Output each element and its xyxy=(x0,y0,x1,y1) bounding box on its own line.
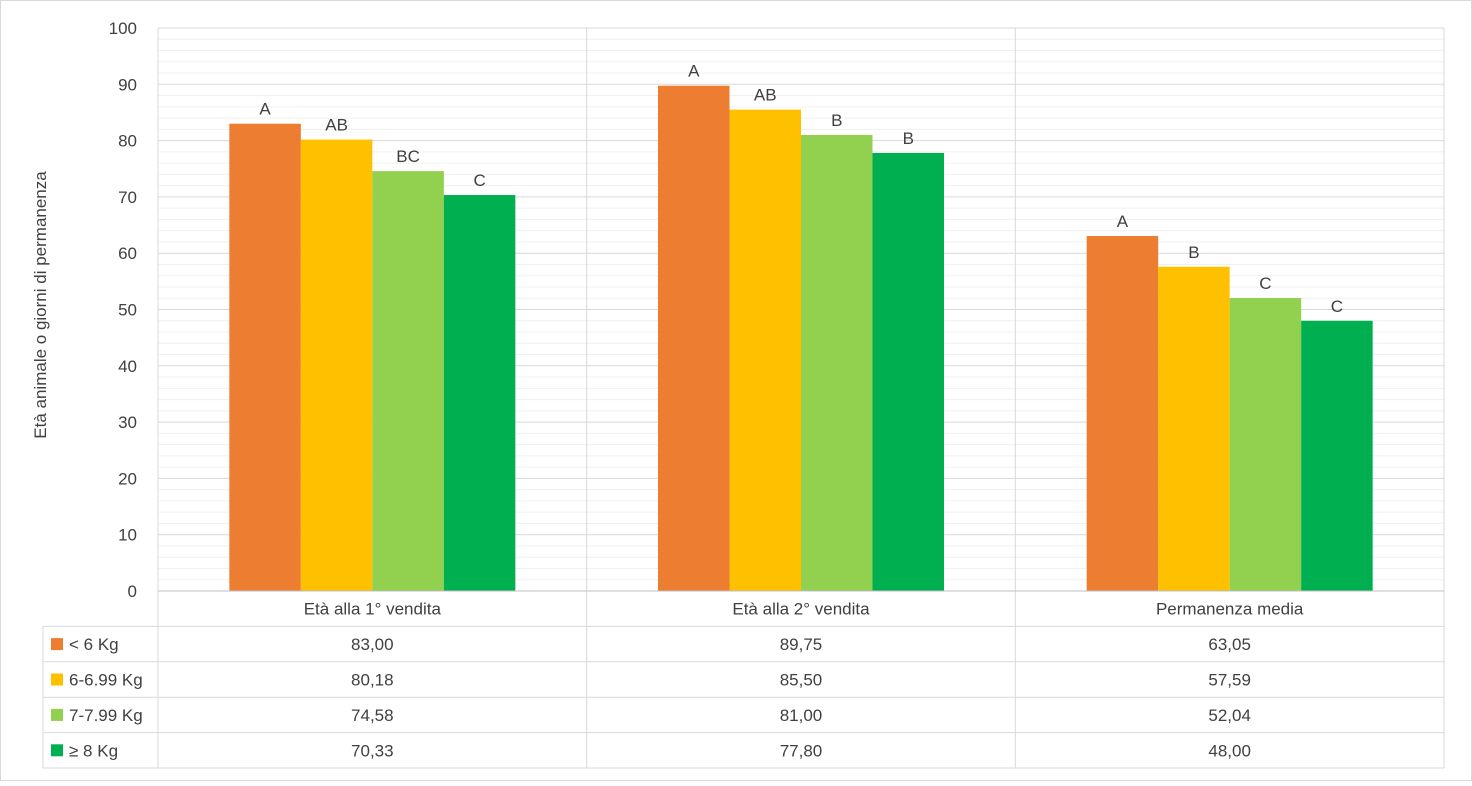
data-table: Età alla 1° vendita Età alla 2° vendita Pe… xyxy=(42,590,1444,769)
bar xyxy=(658,85,730,592)
legend-label: < 6 Kg xyxy=(69,635,119,654)
bar xyxy=(1301,320,1373,591)
y-tick-label: 70 xyxy=(118,188,137,207)
bar xyxy=(1086,236,1159,591)
significance-letter: C xyxy=(1331,297,1343,316)
significance-letter: B xyxy=(903,129,914,148)
y-axis: 0 10 20 30 40 50 60 70 80 90 100 xyxy=(109,19,137,601)
bar xyxy=(229,123,301,592)
data-table-value: 83,00 xyxy=(351,635,394,654)
significance-letter: C xyxy=(473,171,485,190)
legend-label: 7-7.99 Kg xyxy=(69,706,143,725)
bars xyxy=(229,85,1373,592)
data-table-value: 85,50 xyxy=(780,671,823,690)
y-tick-label: 30 xyxy=(118,413,137,432)
bar xyxy=(872,152,944,591)
data-table-value: 80,18 xyxy=(351,671,394,690)
data-table-value: 48,00 xyxy=(1208,741,1251,760)
bar xyxy=(443,195,516,591)
legend-label: ≥ 8 Kg xyxy=(69,741,118,760)
data-table-value: 77,80 xyxy=(780,741,823,760)
bar xyxy=(801,134,873,591)
data-table-value: 52,04 xyxy=(1208,706,1251,725)
legend-swatch xyxy=(51,673,63,686)
x-tick-label: Età alla 1° vendita xyxy=(304,600,442,619)
significance-letter: A xyxy=(259,100,271,119)
significance-letter: B xyxy=(831,111,842,130)
y-tick-label: 10 xyxy=(118,526,137,545)
significance-letter: BC xyxy=(396,147,420,166)
x-tick-label: Permanenza media xyxy=(1156,600,1304,619)
data-table-value: 74,58 xyxy=(351,706,394,725)
bar xyxy=(300,139,373,591)
significance-letter: B xyxy=(1188,243,1199,262)
data-table-value: 70,33 xyxy=(351,741,394,760)
data-table-value: 81,00 xyxy=(780,706,823,725)
legend-swatch xyxy=(51,638,63,651)
y-tick-label: 90 xyxy=(118,75,137,94)
significance-letter: AB xyxy=(325,116,348,135)
y-tick-label: 40 xyxy=(118,357,137,376)
y-tick-label: 50 xyxy=(118,301,137,320)
legend-swatch xyxy=(51,708,63,721)
data-table-value: 89,75 xyxy=(780,635,823,654)
significance-letter: A xyxy=(1117,212,1129,231)
legend-swatch xyxy=(51,744,63,757)
significance-letter: C xyxy=(1259,274,1271,293)
bar xyxy=(1229,298,1302,591)
legend-label: 6-6.99 Kg xyxy=(69,671,143,690)
significance-letter: AB xyxy=(754,86,777,105)
y-tick-label: 20 xyxy=(118,469,137,488)
data-table-value: 63,05 xyxy=(1208,635,1251,654)
significance-letter: A xyxy=(688,62,700,81)
y-axis-title: Età animale o giorni di permanenza xyxy=(31,171,50,439)
y-tick-label: 80 xyxy=(118,132,137,151)
bar xyxy=(729,109,801,591)
data-table-value: 57,59 xyxy=(1208,671,1251,690)
y-tick-label: 100 xyxy=(109,19,137,38)
y-tick-label: 0 xyxy=(128,582,137,601)
x-tick-label: Età alla 2° vendita xyxy=(732,600,870,619)
bar xyxy=(1158,266,1230,591)
y-tick-label: 60 xyxy=(118,244,137,263)
bar xyxy=(372,171,444,591)
